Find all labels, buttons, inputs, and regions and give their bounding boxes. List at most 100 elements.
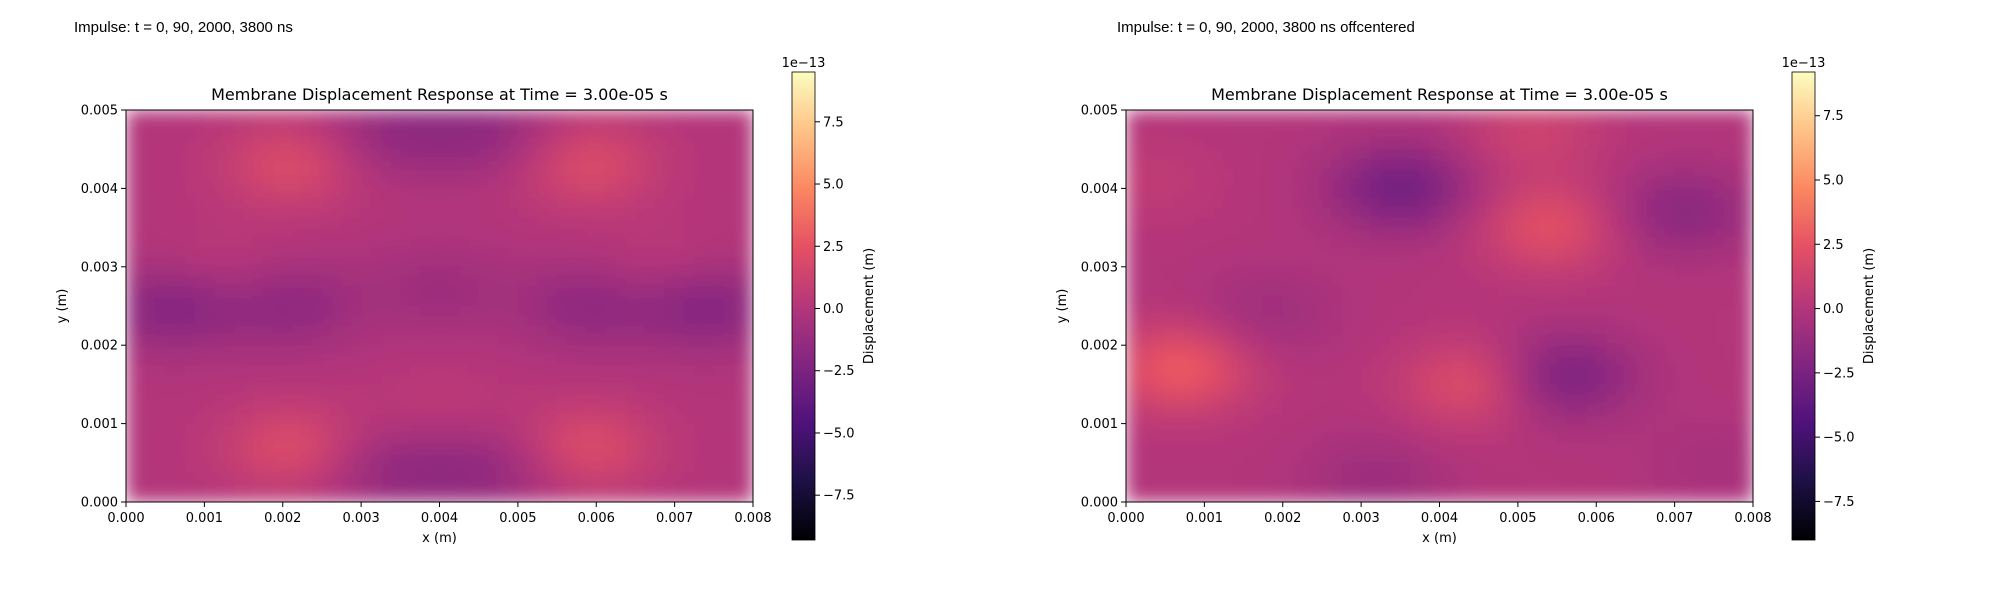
heatmap-cell [214, 414, 224, 424]
heatmap-cell [312, 335, 322, 345]
heatmap-cell [263, 443, 273, 453]
heatmap-cell [234, 267, 244, 277]
heatmap-cell [1567, 296, 1577, 306]
heatmap-cell [1263, 179, 1273, 189]
heatmap-cell [733, 375, 743, 385]
heatmap-cell [430, 159, 440, 169]
heatmap-cell [1342, 277, 1352, 287]
heatmap-cell [234, 394, 244, 404]
heatmap-cell [1430, 286, 1440, 296]
heatmap-cell [155, 208, 165, 218]
heatmap-cell [616, 414, 626, 424]
heatmap-cell [244, 335, 254, 345]
heatmap-cell [410, 149, 420, 159]
heatmap-cell [1635, 267, 1645, 277]
heatmap-cell [126, 375, 136, 385]
heatmap-cell [1488, 218, 1498, 228]
heatmap-cell [1165, 159, 1175, 169]
heatmap-cell [410, 306, 420, 316]
heatmap-cell [1361, 375, 1371, 385]
heatmap-cell [1704, 228, 1714, 238]
heatmap-cell [1577, 130, 1587, 140]
heatmap-cell [1361, 188, 1371, 198]
heatmap-cell [1684, 443, 1694, 453]
heatmap-cell [1537, 365, 1547, 375]
heatmap-cell [1714, 414, 1724, 424]
heatmap-cell [1165, 453, 1175, 463]
heatmap-cell [293, 404, 303, 414]
heatmap-cell [371, 296, 381, 306]
heatmap-cell [1675, 316, 1685, 326]
heatmap-cell [1498, 404, 1508, 414]
heatmap-cell [1165, 355, 1175, 365]
heatmap-cell [1175, 139, 1185, 149]
heatmap-cell [244, 375, 254, 385]
heatmap-cell [1635, 159, 1645, 169]
heatmap-cell [165, 257, 175, 267]
heatmap-cell [244, 345, 254, 355]
heatmap-cell [1606, 286, 1616, 296]
heatmap-cell [1665, 198, 1675, 208]
heatmap-cell [410, 120, 420, 130]
heatmap-cell [1400, 159, 1410, 169]
heatmap-cell [1253, 326, 1263, 336]
heatmap-cell [675, 306, 685, 316]
heatmap-cell [165, 179, 175, 189]
heatmap-cell [733, 355, 743, 365]
heatmap-cell [1714, 296, 1724, 306]
heatmap-cell [1342, 130, 1352, 140]
heatmap-cell [479, 424, 489, 434]
heatmap-cell [567, 463, 577, 473]
heatmap-cell [518, 306, 528, 316]
heatmap-cell [1743, 139, 1753, 149]
heatmap-cell [1626, 237, 1636, 247]
heatmap-cell [322, 169, 332, 179]
heatmap-cell [1704, 394, 1714, 404]
heatmap-cell [1155, 375, 1165, 385]
heatmap-cell [195, 482, 205, 492]
heatmap-cell [381, 139, 391, 149]
heatmap-cell [1537, 316, 1547, 326]
heatmap-cell [244, 286, 254, 296]
heatmap-cell [371, 257, 381, 267]
heatmap-cell [1645, 286, 1655, 296]
heatmap-cell [645, 345, 655, 355]
heatmap-cell [322, 267, 332, 277]
heatmap-cell [1312, 218, 1322, 228]
heatmap-cell [1743, 296, 1753, 306]
heatmap-cell [508, 404, 518, 414]
heatmap-cell [1743, 218, 1753, 228]
heatmap-cell [537, 218, 547, 228]
heatmap-cell [420, 414, 430, 424]
heatmap-cell [195, 384, 205, 394]
heatmap-cell [283, 492, 293, 502]
heatmap-cell [1567, 257, 1577, 267]
heatmap-cell [1185, 424, 1195, 434]
heatmap-cell [1155, 473, 1165, 483]
heatmap-cell [635, 326, 645, 336]
heatmap-cell [1606, 267, 1616, 277]
heatmap-cell [1293, 286, 1303, 296]
heatmap-cell [322, 257, 332, 267]
heatmap-cell [1440, 316, 1450, 326]
heatmap-cell [322, 384, 332, 394]
heatmap-cell [733, 384, 743, 394]
heatmap-cell [488, 453, 498, 463]
heatmap-cell [1537, 345, 1547, 355]
heatmap-cell [645, 306, 655, 316]
heatmap-cell [655, 159, 665, 169]
heatmap-cell [1714, 208, 1724, 218]
heatmap-cell [596, 159, 606, 169]
heatmap-cell [1577, 188, 1587, 198]
heatmap-cell [616, 316, 626, 326]
heatmap-cell [1733, 267, 1743, 277]
heatmap-cell [704, 267, 714, 277]
heatmap-cell [1126, 159, 1136, 169]
heatmap-cell [1175, 433, 1185, 443]
heatmap-cell [440, 492, 450, 502]
heatmap-cell [635, 277, 645, 287]
heatmap-cell [351, 424, 361, 434]
heatmap-cell [1547, 149, 1557, 159]
heatmap-cell [1547, 365, 1557, 375]
heatmap-cell [675, 208, 685, 218]
